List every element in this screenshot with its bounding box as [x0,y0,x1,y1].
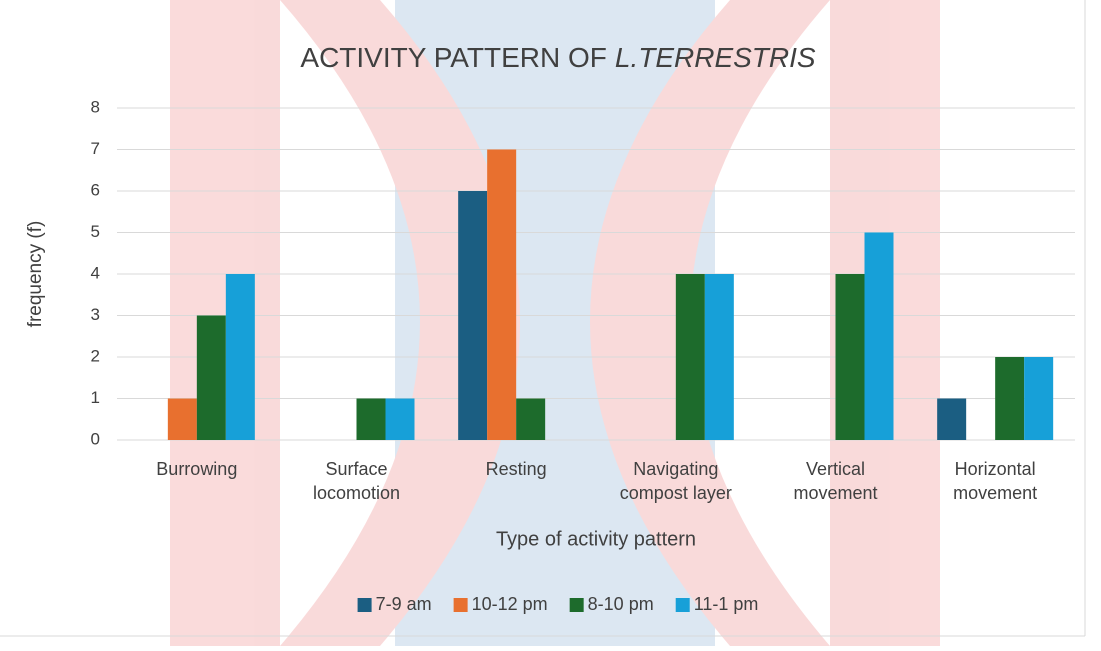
x-tick-label: Navigating compost layer [620,459,732,503]
bar [1024,357,1054,440]
bar [864,232,894,440]
y-tick-label: 4 [91,263,100,282]
x-tick-label: Surface locomotion [313,459,400,503]
x-tick-label: Horizontal movement [953,459,1037,503]
y-axis-title: frequency (f) [25,221,46,328]
x-tick-label: Resting [486,459,547,479]
legend-swatch [675,598,690,612]
chart-title: ACTIVITY PATTERN OF L.TERRESTRIS [300,42,815,73]
bar [385,398,415,440]
bar [356,398,386,440]
x-axis-title: Type of activity pattern [496,528,696,550]
bar [704,274,734,440]
y-tick-label: 3 [91,305,100,324]
bar [167,398,197,440]
y-tick-label: 7 [91,139,100,158]
x-tick-label: Vertical movement [793,459,877,503]
bar [225,274,255,440]
x-tick-label: Burrowing [156,459,237,479]
legend-swatch [453,598,468,612]
y-tick-label: 5 [91,222,100,241]
bar [937,398,967,440]
y-tick-label: 0 [91,429,100,448]
legend-label: 7-9 am [376,594,432,614]
y-tick-label: 6 [91,180,100,199]
legend: 7-9 am 10-12 pm 8-10 pm 11-1 pm [357,594,759,614]
legend-swatch [357,598,372,612]
y-tick-label: 1 [91,388,100,407]
bar [458,191,488,440]
title-italic: L.TERRESTRIS [615,42,816,73]
bar [995,357,1025,440]
bar [196,315,226,440]
legend-label: 10-12 pm [472,594,548,614]
title-text: ACTIVITY PATTERN OF [300,42,606,73]
legend-label: 8-10 pm [588,594,654,614]
bar [835,274,865,440]
bar [487,149,517,440]
y-tick-label: 8 [91,97,100,116]
bar [516,398,546,440]
bar [675,274,705,440]
legend-label: 11-1 pm [694,594,759,614]
legend-swatch [569,598,584,612]
y-tick-label: 2 [91,346,100,365]
